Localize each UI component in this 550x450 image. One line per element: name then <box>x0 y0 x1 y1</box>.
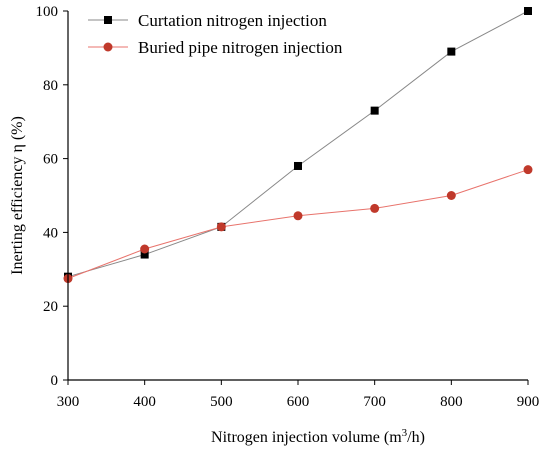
y-tick-label-0: 0 <box>51 373 59 389</box>
x-tick-label-300: 300 <box>57 394 80 410</box>
series-1-point-700 <box>370 203 380 213</box>
series-line-1 <box>67 169 529 279</box>
legend-marker-0 <box>104 16 112 24</box>
legend-label-0: Curtation nitrogen injection <box>138 11 327 30</box>
series-1-point-900 <box>523 165 533 175</box>
y-axis-title: Inerting efficiency η (%) <box>9 116 26 275</box>
series-0-point-600 <box>294 161 302 170</box>
x-axis-title-open: ( <box>380 429 389 446</box>
x-tick-label-700: 700 <box>363 394 386 410</box>
y-tick-label-20: 20 <box>43 299 58 315</box>
x-tick-label-900: 900 <box>517 394 540 410</box>
legend-label-1: Buried pipe nitrogen injection <box>138 38 343 57</box>
x-axis-title-unit-tail: /h) <box>407 429 425 446</box>
y-tick-label-100: 100 <box>36 4 59 20</box>
legend: Curtation nitrogen injection Buried pipe … <box>88 11 343 57</box>
series-1-point-800 <box>446 191 456 200</box>
y-tick-label-40: 40 <box>43 225 58 241</box>
axes: 300 400 500 600 700 800 900 0 20 40 60 80 100 Nitro… <box>9 4 539 446</box>
y-tick-label-80: 80 <box>43 78 58 94</box>
y-axis-ticks: 0 20 40 60 80 100 <box>36 4 68 389</box>
series-0-point-800 <box>447 47 456 56</box>
series-1-point-400 <box>140 244 150 254</box>
series-0-point-400 <box>140 250 149 259</box>
x-axis-title-unit: m <box>389 429 402 446</box>
x-axis-title: Nitrogen injection volume (m3/h) <box>211 427 425 446</box>
x-tick-label-600: 600 <box>287 394 310 410</box>
x-tick-label-800: 800 <box>440 394 463 410</box>
series-1-point-500 <box>216 222 226 232</box>
x-tick-label-400: 400 <box>133 394 156 410</box>
series-1-point-600 <box>293 211 303 221</box>
y-tick-label-60: 60 <box>43 152 58 168</box>
series-0-point-700 <box>370 106 379 115</box>
x-axis-title-superscript: 3 <box>402 427 408 439</box>
legend-marker-1 <box>103 42 113 52</box>
x-tick-label-500: 500 <box>210 394 233 410</box>
x-axis-ticks: 300 400 500 600 700 800 900 <box>57 380 540 410</box>
x-axis-title-text: Nitrogen injection volume <box>211 429 380 446</box>
series-0-point-900 <box>524 7 532 15</box>
